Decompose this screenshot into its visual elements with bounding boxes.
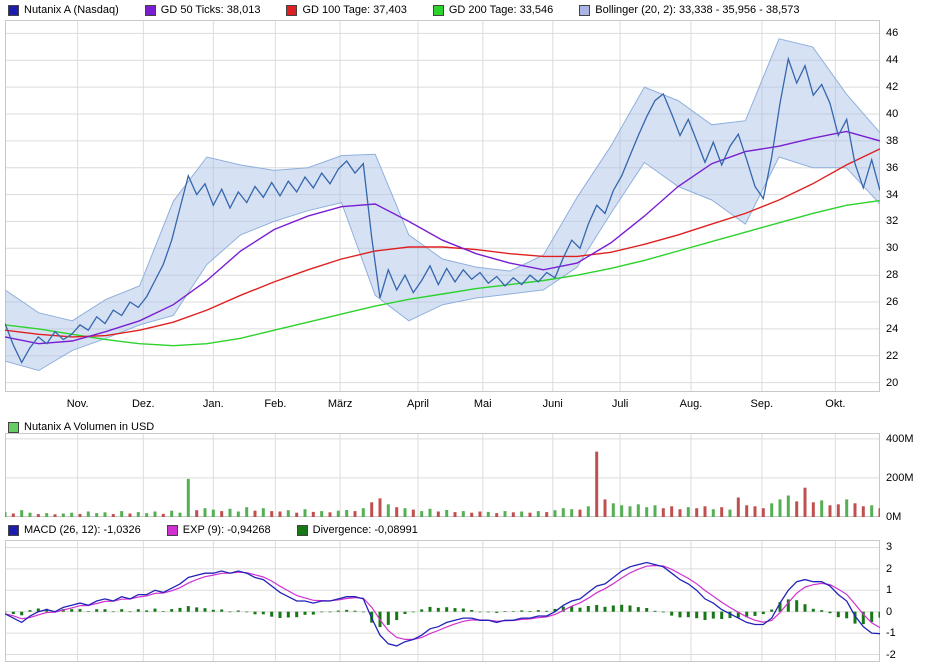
legend-color-swatch (286, 4, 298, 16)
y-axis-tick: 42 (886, 81, 899, 94)
x-axis-month-label: Feb. (264, 398, 287, 410)
y-axis-tick: 0M (886, 511, 902, 523)
legend-item: Bollinger (20, 2): 33,338 - 35,956 - 38,… (579, 4, 799, 16)
y-axis-tick: 44 (886, 54, 899, 67)
y-axis-tick: 26 (886, 296, 899, 309)
x-axis-month-label: Mai (473, 398, 492, 410)
y-axis-tick: 36 (886, 161, 899, 174)
legend-label: EXP (9): -0,94268 (182, 524, 271, 536)
legend-color-swatch (432, 4, 444, 16)
volume-legend: Nutanix A Volumen in USD (8, 420, 154, 434)
y-axis-tick: 30 (886, 242, 899, 255)
x-axis-month-label: Dez. (131, 398, 155, 410)
y-axis-tick: 24 (886, 322, 899, 335)
y-axis-tick: 0 (886, 605, 893, 618)
legend-item: GD 200 Tage: 33,546 (432, 4, 554, 16)
legend-color-swatch (8, 524, 19, 536)
legend-color-swatch (144, 4, 156, 16)
macd-chart (5, 540, 880, 662)
legend-color-swatch (8, 4, 19, 16)
y-axis-tick: 34 (886, 188, 899, 201)
x-axis-month-label: Jan. (202, 398, 224, 410)
y-axis-tick: -1 (886, 627, 896, 640)
y-axis-tick: 2 (886, 562, 893, 575)
y-axis-tick: 40 (886, 108, 899, 120)
y-axis-tick: 46 (886, 27, 899, 40)
y-axis-tick: 400M (886, 432, 914, 445)
x-axis-month-label: April (406, 398, 429, 410)
x-axis-month-label: Juli (611, 398, 629, 410)
legend-label: Nutanix A Volumen in USD (24, 421, 155, 433)
y-axis-tick: 1 (886, 584, 893, 597)
legend-color-swatch (579, 4, 591, 16)
y-axis-tick: 32 (886, 215, 899, 228)
legend-label: Divergence: -0,08991 (312, 524, 418, 536)
y-axis-tick: 3 (886, 541, 893, 554)
legend-label: Bollinger (20, 2): 33,338 - 35,956 - 38,… (595, 4, 800, 16)
x-axis-month-label: Sep. (750, 398, 774, 410)
legend-label: GD 100 Tage: 37,403 (302, 4, 407, 16)
y-axis-tick: 38 (886, 134, 899, 147)
volume-chart (5, 433, 880, 517)
x-axis-month-label: Okt. (825, 398, 846, 410)
legend-item: Nutanix A Volumen in USD (8, 421, 154, 433)
legend-color-swatch (8, 421, 19, 433)
legend-item: Nutanix A (Nasdaq) (8, 4, 119, 16)
y-axis-tick: 200M (886, 471, 914, 484)
legend-item: GD 50 Ticks: 38,013 (144, 4, 261, 16)
y-axis-tick: -2 (886, 648, 896, 661)
x-axis-month-label: Aug. (679, 398, 703, 410)
legend-item: Divergence: -0,08991 (296, 524, 418, 536)
y-axis-tick: 28 (886, 269, 899, 282)
legend-item: EXP (9): -0,94268 (166, 524, 271, 536)
x-axis-month-label: Juni (542, 398, 563, 410)
legend-color-swatch (296, 524, 308, 536)
legend-item: GD 100 Tage: 37,403 (286, 4, 407, 16)
legend-label: MACD (26, 12): -1,0326 (24, 524, 141, 536)
x-axis-month-label: März (327, 398, 353, 410)
legend-item: MACD (26, 12): -1,0326 (8, 524, 141, 536)
legend-label: Nutanix A (Nasdaq) (24, 4, 119, 16)
y-axis-tick: 22 (886, 349, 899, 362)
price-chart (5, 20, 880, 392)
y-axis-tick: 20 (886, 376, 899, 389)
legend-label: GD 50 Ticks: 38,013 (160, 4, 261, 16)
legend-color-swatch (166, 524, 178, 536)
macd-legend: MACD (26, 12): -1,0326 EXP (9): -0,94268 D… (8, 523, 418, 537)
x-axis-month-label: Nov. (66, 398, 89, 410)
legend-label: GD 200 Tage: 33,546 (448, 4, 554, 16)
price-legend: Nutanix A (Nasdaq) GD 50 Ticks: 38,013 GD … (8, 3, 799, 17)
